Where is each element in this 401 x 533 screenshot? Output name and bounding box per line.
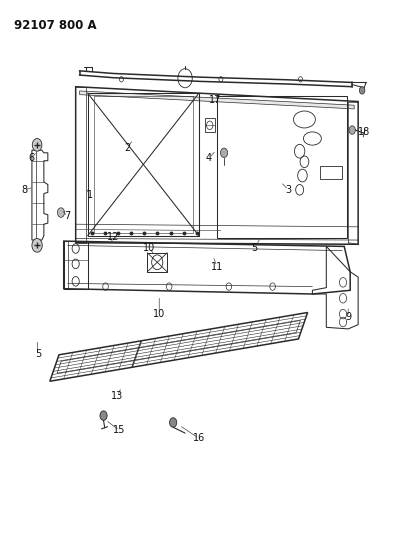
Circle shape <box>100 411 107 421</box>
Text: 1: 1 <box>86 190 93 200</box>
Text: 17: 17 <box>208 95 221 105</box>
Text: 10: 10 <box>143 243 155 253</box>
Text: 92107 800 A: 92107 800 A <box>14 19 96 32</box>
Circle shape <box>169 418 176 427</box>
Circle shape <box>32 139 42 151</box>
Text: 11: 11 <box>210 262 223 271</box>
Text: 5: 5 <box>251 243 257 253</box>
Text: 7: 7 <box>65 211 71 221</box>
Text: 18: 18 <box>357 127 369 136</box>
Text: 4: 4 <box>205 153 211 163</box>
Text: 13: 13 <box>111 391 123 401</box>
Text: 2: 2 <box>124 142 130 152</box>
Circle shape <box>358 87 364 94</box>
Text: 10: 10 <box>153 309 165 319</box>
Text: 12: 12 <box>107 232 119 243</box>
Text: 3: 3 <box>285 185 291 195</box>
Circle shape <box>220 148 227 158</box>
Text: 15: 15 <box>113 425 126 435</box>
Text: 6: 6 <box>29 153 35 163</box>
Circle shape <box>32 238 42 252</box>
Text: 8: 8 <box>21 185 27 195</box>
Text: 9: 9 <box>344 312 350 322</box>
Circle shape <box>57 208 65 217</box>
Text: 16: 16 <box>192 433 205 443</box>
Circle shape <box>348 126 354 134</box>
Text: 5: 5 <box>34 349 41 359</box>
Polygon shape <box>79 91 353 109</box>
